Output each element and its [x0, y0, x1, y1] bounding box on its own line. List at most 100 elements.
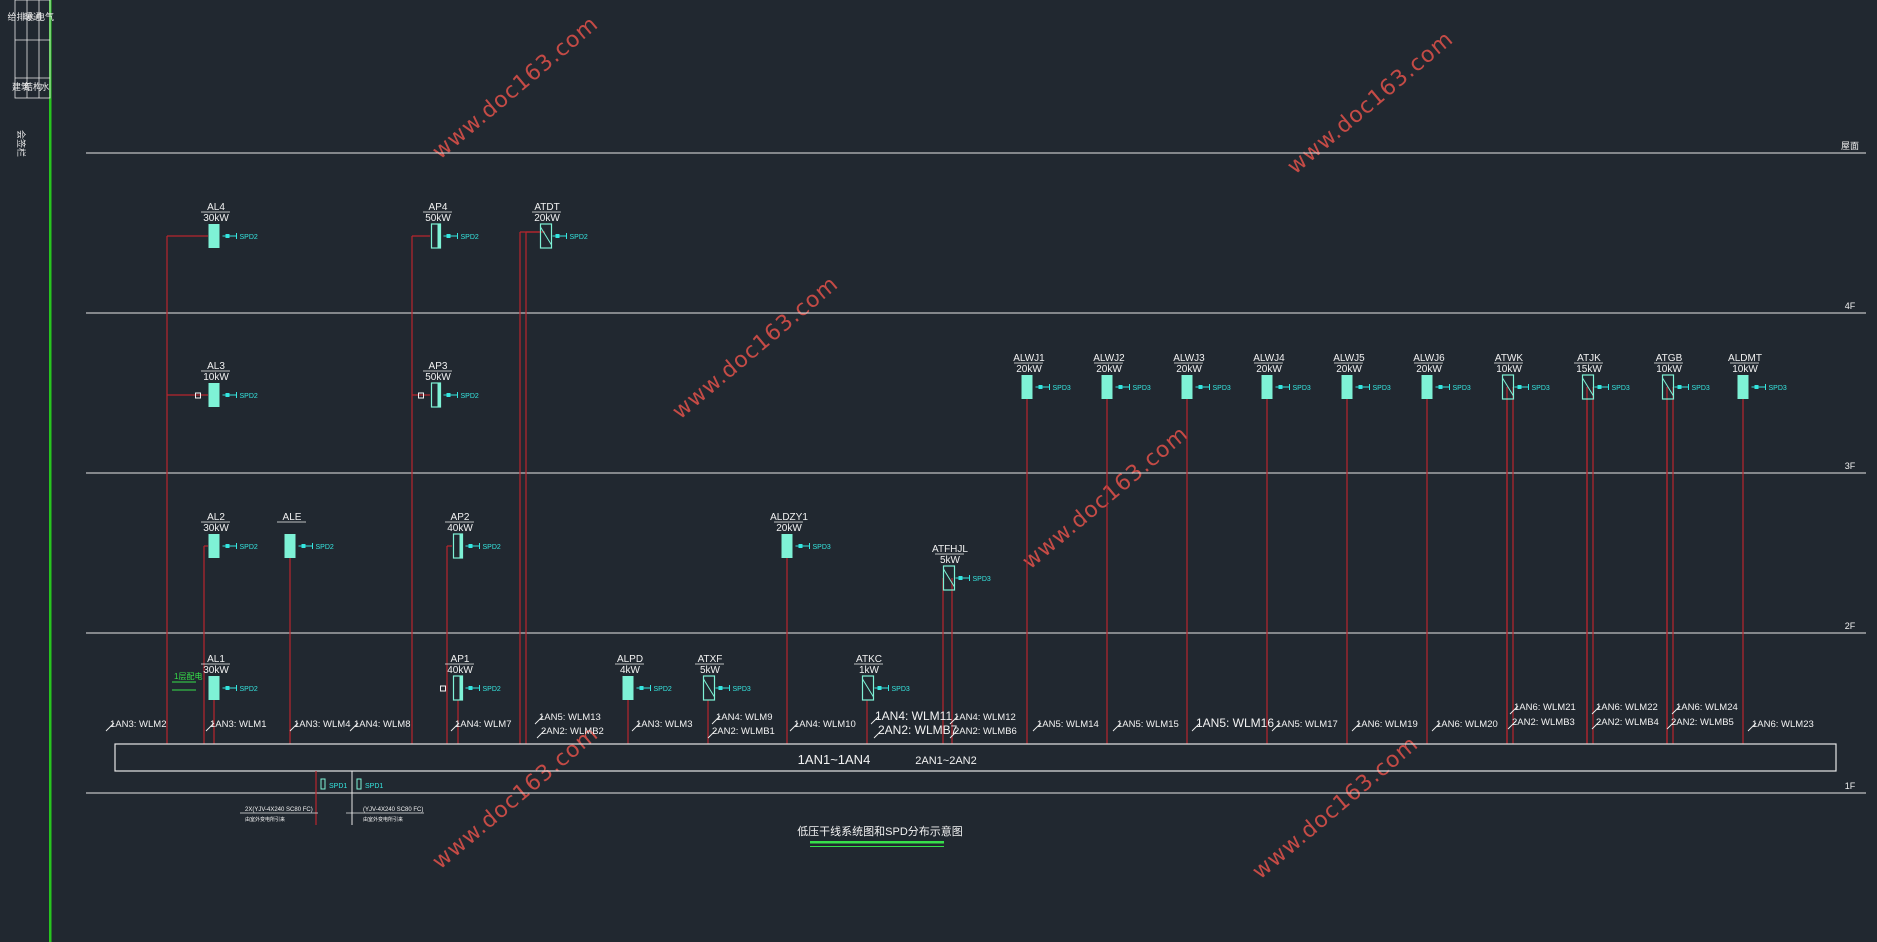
floor-label: 3F	[1845, 461, 1856, 471]
spd-label: SPD3	[1373, 385, 1391, 392]
spd-icon	[225, 393, 230, 397]
panel-symbol	[942, 565, 956, 591]
panel-symbol	[861, 675, 875, 701]
circuit-tick	[949, 729, 959, 739]
frame-cell-4: 建筑	[12, 81, 30, 93]
circuit-label: 1AN6: WLM20	[1436, 719, 1498, 730]
spd-icon	[468, 544, 473, 548]
spd-label: SPD2	[316, 544, 334, 551]
panel-symbol-fill	[459, 676, 463, 700]
spd-icon	[1677, 385, 1682, 389]
spd-icon	[225, 234, 230, 238]
incoming-spd-1: SPD1	[329, 783, 347, 790]
signature-table	[14, 0, 51, 99]
circuit-tick	[534, 715, 544, 725]
switchgear-label-2: 2AN1~2AN2	[915, 755, 976, 767]
floor-label: 2F	[1845, 621, 1856, 631]
circuit-tick	[1747, 722, 1757, 732]
panel-power: 40kW	[447, 665, 473, 676]
circuit-label: 1AN6: WLM22	[1596, 702, 1658, 713]
spd-label: SPD3	[1692, 385, 1710, 392]
panel-power: 40kW	[447, 523, 473, 534]
circuit-tick	[711, 715, 721, 725]
spd-label: SPD3	[1293, 385, 1311, 392]
circuit-label: 2AN2: WLMB4	[1596, 717, 1659, 728]
circuit-tick	[1671, 705, 1681, 715]
circuit-tick	[1591, 720, 1601, 730]
drawing-title: 低压干线系统图和SPD分布示意图	[797, 824, 963, 838]
panel-symbol	[284, 534, 296, 558]
spd-label: SPD2	[240, 544, 258, 551]
spd-icon	[1038, 385, 1043, 389]
panel-power: 10kW	[1496, 364, 1522, 375]
circuit-tick	[1509, 705, 1519, 715]
watermarks: www.doc163.com www.doc163.com www.doc163…	[428, 11, 1459, 884]
circuit-label: 2AN2: WLMB3	[1512, 717, 1575, 728]
spd-icon	[958, 576, 963, 580]
circuit-tick	[1591, 705, 1601, 715]
switchgear-label-1: 1AN1~1AN4	[798, 752, 871, 767]
spd-label: SPD2	[240, 686, 258, 693]
circuit-label: 2AN2: WLMB6	[954, 726, 1017, 737]
incoming-note-1: 由室外变电所引来	[245, 816, 285, 823]
spd-icon	[1198, 385, 1203, 389]
circuit-tick	[873, 729, 883, 739]
panel-name: ALE	[283, 512, 302, 523]
spd-label: SPD2	[461, 393, 479, 400]
panel-name: ALDMT	[1728, 353, 1762, 364]
panel-power: 30kW	[203, 523, 229, 534]
circuit-label: 1AN3: WLM2	[110, 719, 167, 730]
circuit-label: 1AN6: WLM21	[1514, 702, 1576, 713]
circuit-tick	[349, 722, 359, 732]
watermark: www.doc163.com	[668, 271, 844, 424]
spd-label: SPD3	[1532, 385, 1550, 392]
circuit-tick	[1271, 722, 1281, 732]
circuit-label: 1AN5: WLM14	[1037, 719, 1099, 730]
circuit-label: 1AN4: WLM7	[455, 719, 512, 730]
distribution-panels: SPD2AL430kWSPD2AP450kWSPD2ATDT20kWSPD2AL…	[195, 202, 1787, 701]
panel-name: AL4	[207, 202, 225, 213]
panel-power: 20kW	[1016, 364, 1042, 375]
spd-icon	[1118, 385, 1123, 389]
panel-name: ATGB	[1656, 353, 1683, 364]
incoming-spd-2: SPD1	[365, 783, 383, 790]
panel-symbol	[702, 675, 716, 701]
panel-symbol-slash	[540, 226, 552, 246]
panel-symbol	[208, 676, 220, 700]
spd-icon	[798, 544, 803, 548]
circuit-labels: 1AN3: WLM2 1AN3: WLM1 1AN3: WLM4 1AN4: WLM8…	[105, 702, 1814, 739]
panel-name: ALWJ4	[1253, 353, 1285, 364]
panel-name: ATFHJL	[932, 544, 968, 555]
panel-symbol	[1661, 374, 1675, 400]
panel-symbol	[1421, 375, 1433, 399]
spd-label: SPD3	[1612, 385, 1630, 392]
spd-label: SPD3	[1453, 385, 1471, 392]
panel-symbol-slash	[1502, 377, 1514, 397]
panel-symbol	[208, 534, 220, 558]
spd-icon	[718, 686, 723, 690]
spd-label: SPD2	[240, 234, 258, 241]
frame-cell-1: 给排水	[7, 11, 34, 23]
circuit-label: 1AN4: WLM11	[875, 709, 952, 723]
low-voltage-switchgear	[114, 743, 1837, 772]
spd-icon	[1278, 385, 1283, 389]
spd-label: SPD2	[654, 686, 672, 693]
panel-symbol-slash	[1582, 377, 1594, 397]
circuit-label: 1AN4: WLM10	[794, 719, 856, 730]
spd-icon	[1597, 385, 1602, 389]
circuit-tick	[1431, 722, 1441, 732]
panel-power: 50kW	[425, 372, 451, 383]
panel-power: 20kW	[1096, 364, 1122, 375]
panel-symbol	[781, 534, 793, 558]
panel-name: AL1	[207, 654, 225, 665]
